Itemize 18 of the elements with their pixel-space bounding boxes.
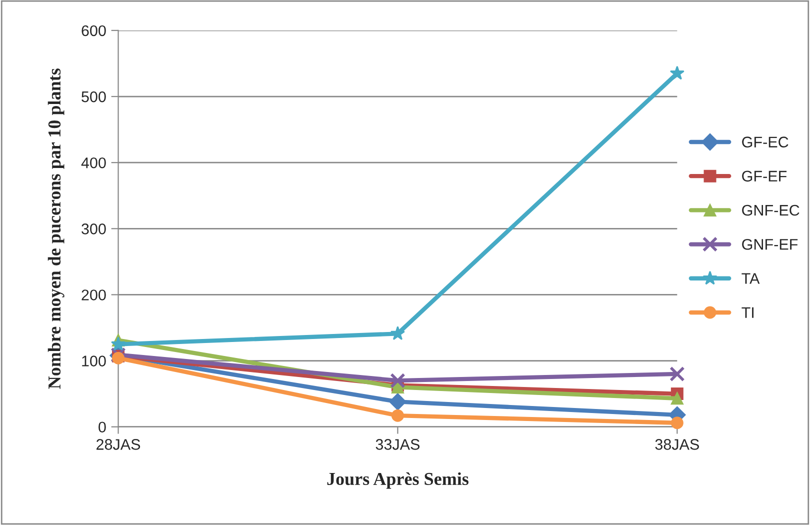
legend-label: GF-EC [742,136,788,148]
x-tick-label: 28JAS [96,439,140,450]
legend-label: GNF-EF [742,238,798,250]
y-tick-label: 200 [82,290,106,300]
x-axis-title: Jours Après Semis [327,472,468,489]
y-tick-label: 400 [81,157,106,168]
x-tick-label: 33JAS [376,439,420,450]
y-tick-label: 500 [82,91,106,102]
y-tick-label: 0 [98,422,106,433]
y-tick-label: 100 [82,356,106,366]
y-tick-label: 300 [82,224,106,234]
legend-label: GNF-EC [742,204,800,216]
y-tick-label: 600 [82,25,106,36]
legend-label: TI [742,307,754,318]
y-axis-title: Nombre moyen de pucerons par 10 plants [48,68,64,389]
legend-label: TA [742,273,760,284]
x-tick-label: 38JAS [655,439,699,450]
legend-label: GF-EF [742,170,787,182]
